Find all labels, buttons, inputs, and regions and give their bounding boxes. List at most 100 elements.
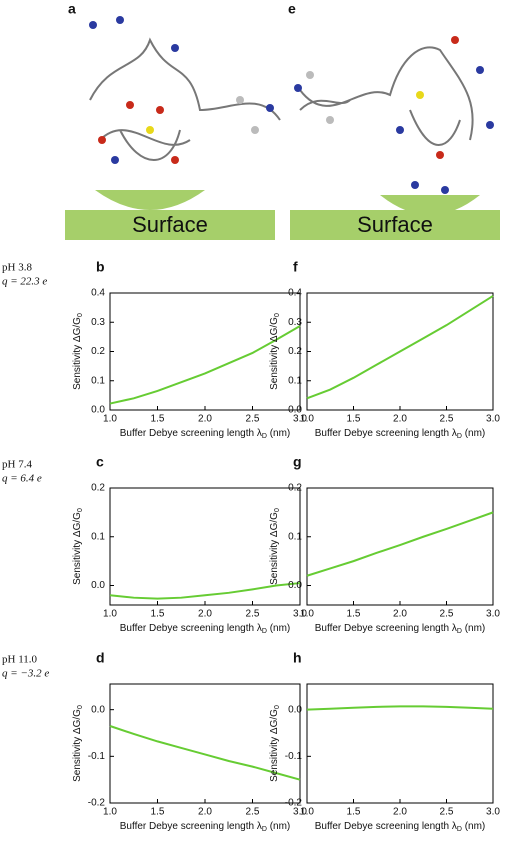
data-line — [109, 725, 301, 781]
illustration-a — [65, 16, 281, 240]
y-tick-label: 0.4 — [288, 288, 302, 299]
y-axis-label-part: Sensitivity ΔG/G — [269, 709, 280, 782]
x-tick-label: 2.0 — [393, 807, 407, 818]
x-axis-label-part: (nm) — [267, 821, 290, 832]
x-axis-label-part: Buffer Debye screening length λ — [120, 428, 262, 439]
x-axis-label: Buffer Debye screening length λD (nm) — [120, 428, 291, 441]
x-tick-label: 1.0 — [300, 414, 314, 425]
y-axis-label: Sensitivity ΔG/G0 — [72, 313, 85, 390]
charge-label: q = −3.2 e — [2, 668, 49, 680]
x-axis-label-part: (nm) — [267, 428, 290, 439]
y-axis-label-part: 0 — [77, 705, 84, 709]
y-axis-label-part: 0 — [274, 508, 281, 512]
y-tick-label: 0.0 — [288, 704, 302, 715]
panel-letter: b — [96, 259, 105, 275]
y-tick-label: 0.0 — [91, 580, 105, 591]
x-tick-label: 1.0 — [300, 609, 314, 620]
x-tick-label: 2.0 — [393, 609, 407, 620]
x-tick-label: 1.5 — [347, 609, 361, 620]
panel-letter: e — [288, 1, 296, 17]
x-axis-label-part: (nm) — [462, 821, 485, 832]
panel-letter: f — [293, 259, 298, 275]
data-line — [306, 295, 494, 400]
x-tick-label: 2.0 — [198, 807, 212, 818]
charge-label: q = 6.4 e — [2, 473, 42, 485]
x-axis-label: Buffer Debye screening length λD (nm) — [315, 623, 486, 636]
x-tick-label: 2.5 — [440, 807, 454, 818]
x-tick-label: 2.5 — [440, 609, 454, 620]
x-axis-label: Buffer Debye screening length λD (nm) — [120, 623, 291, 636]
x-tick-label: 1.5 — [151, 807, 165, 818]
x-tick-label: 2.0 — [198, 609, 212, 620]
ph-label: pH 11.0 — [2, 654, 38, 666]
x-axis-label-part: D — [262, 826, 267, 833]
x-axis-label-part: D — [262, 433, 267, 440]
x-axis-label-part: Buffer Debye screening length λ — [120, 623, 262, 634]
y-tick-label: 0.3 — [288, 317, 302, 328]
x-tick-label: 3.0 — [293, 609, 307, 620]
x-tick-label: 1.5 — [151, 609, 165, 620]
x-tick-label: 3.0 — [486, 609, 500, 620]
y-axis-label: Sensitivity ΔG/G0 — [269, 705, 282, 782]
x-tick-label: 1.0 — [300, 807, 314, 818]
y-tick-label: 0.4 — [91, 288, 105, 299]
y-tick-label: 0.0 — [288, 405, 302, 416]
y-axis-label: Sensitivity ΔG/G0 — [269, 508, 282, 585]
y-tick-label: -0.1 — [88, 751, 106, 762]
y-tick-label: 0.1 — [288, 531, 302, 542]
x-tick-label: 1.5 — [347, 414, 361, 425]
y-tick-label: -0.1 — [285, 751, 303, 762]
y-tick-label: 0.2 — [288, 483, 302, 494]
y-axis-label: Sensitivity ΔG/G0 — [72, 705, 85, 782]
y-axis-label-part: 0 — [77, 508, 84, 512]
panel-letter: c — [96, 454, 104, 470]
x-tick-label: 3.0 — [293, 807, 307, 818]
y-tick-label: 0.1 — [91, 375, 105, 386]
x-axis-label-part: D — [262, 628, 267, 635]
x-tick-label: 2.5 — [246, 807, 260, 818]
y-axis-label-part: 0 — [274, 313, 281, 317]
x-tick-label: 2.5 — [246, 414, 260, 425]
data-line — [306, 705, 494, 711]
data-line — [109, 325, 301, 405]
x-axis-label-part: (nm) — [462, 623, 485, 634]
y-axis-label-part: Sensitivity ΔG/G — [72, 512, 83, 585]
y-tick-label: 0.2 — [288, 346, 302, 357]
plot-frame — [306, 487, 494, 606]
x-axis-label-part: D — [457, 628, 462, 635]
y-axis-label: Sensitivity ΔG/G0 — [269, 313, 282, 390]
ph-label: pH 7.4 — [2, 459, 32, 471]
x-tick-label: 1.0 — [103, 807, 117, 818]
y-axis-label: Sensitivity ΔG/G0 — [72, 508, 85, 585]
y-tick-label: 0.2 — [91, 346, 105, 357]
y-tick-label: 0.1 — [91, 531, 105, 542]
surface-label: Surface — [357, 212, 433, 237]
x-tick-label: 3.0 — [486, 807, 500, 818]
surface-label: Surface — [132, 212, 208, 237]
charge-label: q = 22.3 e — [2, 276, 47, 288]
panel-letter: d — [96, 650, 105, 666]
x-tick-label: 1.5 — [151, 414, 165, 425]
x-tick-label: 2.5 — [440, 414, 454, 425]
ph-label: pH 3.8 — [2, 262, 32, 274]
y-tick-label: 0.1 — [288, 375, 302, 386]
x-tick-label: 1.5 — [347, 807, 361, 818]
y-tick-label: 0.0 — [288, 580, 302, 591]
x-axis-label: Buffer Debye screening length λD (nm) — [120, 821, 291, 834]
x-tick-label: 1.0 — [103, 609, 117, 620]
y-tick-label: 0.3 — [91, 317, 105, 328]
x-axis-label-part: Buffer Debye screening length λ — [315, 428, 457, 439]
x-axis-label-part: Buffer Debye screening length λ — [315, 821, 457, 832]
y-tick-label: 0.0 — [91, 704, 105, 715]
x-axis-label-part: D — [457, 826, 462, 833]
x-tick-label: 2.0 — [393, 414, 407, 425]
y-axis-label-part: 0 — [274, 705, 281, 709]
data-line — [306, 511, 494, 577]
panel-letter: a — [68, 1, 76, 17]
x-axis-label-part: (nm) — [462, 428, 485, 439]
y-tick-label: 0.2 — [91, 483, 105, 494]
illustration-e — [290, 36, 500, 240]
y-tick-label: 0.0 — [91, 405, 105, 416]
x-tick-label: 2.5 — [246, 609, 260, 620]
